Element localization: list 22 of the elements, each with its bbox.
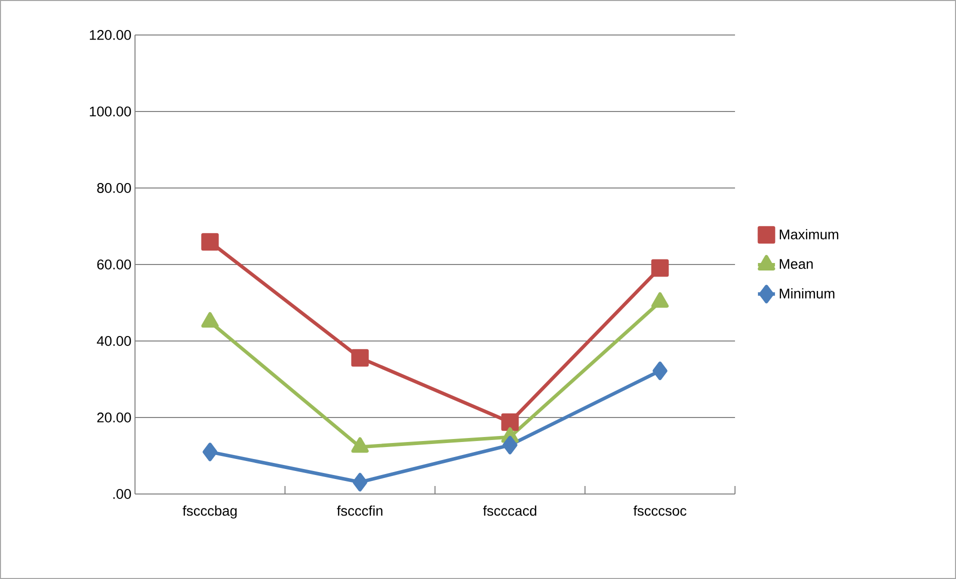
legend-label: Minimum [780, 288, 834, 299]
point [652, 362, 668, 380]
y-tick-label: 80.00 [97, 183, 131, 193]
point [352, 472, 368, 492]
point [501, 413, 519, 431]
x-tick-label: fscccbag [182, 506, 237, 519]
point [351, 349, 369, 367]
legend-label: Maximum [780, 229, 838, 240]
point [651, 259, 669, 277]
y-tick-label: 20.00 [97, 412, 131, 422]
y-tick-label: 40.00 [96, 336, 131, 346]
point [502, 436, 518, 454]
y-tick-label: .00 [113, 489, 131, 499]
y-tick-label: 100.00 [90, 106, 131, 116]
x-tick-label: fscccsoc [633, 506, 686, 516]
x-tick-label: fscccacd [483, 506, 536, 516]
y-tick-label: 120.00 [90, 30, 131, 40]
x-tick-label: fscccfin [336, 506, 382, 516]
point [201, 233, 219, 251]
point [202, 442, 218, 462]
y-tick-label: 60.00 [97, 260, 131, 270]
legend-label: Mean [780, 259, 813, 269]
